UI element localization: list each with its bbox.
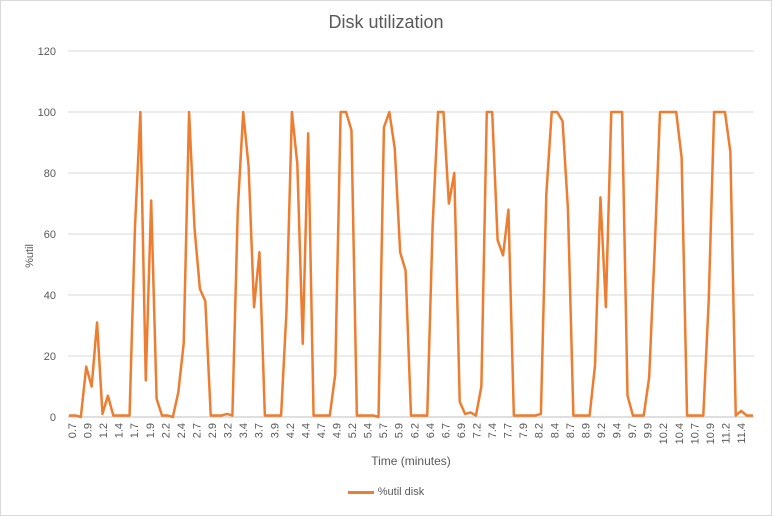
x-tick-label: 10.9 <box>705 423 717 444</box>
x-tick-label: 6.9 <box>456 423 468 438</box>
x-tick-label: 7.7 <box>503 423 515 438</box>
x-tick-label: 5.9 <box>394 423 406 438</box>
y-tick-label: 60 <box>44 229 56 241</box>
x-tick-label: 8.7 <box>565 423 577 438</box>
x-tick-label: 8.9 <box>580 423 592 438</box>
x-tick-label: 3.2 <box>223 423 235 438</box>
y-tick-label: 0 <box>50 412 56 424</box>
series-line <box>68 110 754 419</box>
x-tick-label: 1.2 <box>98 423 110 438</box>
chart-title: Disk utilization <box>328 12 444 32</box>
x-tick-label: 11.4 <box>736 423 748 444</box>
x-tick-label: 9.4 <box>612 423 624 438</box>
x-tick-label: 9.7 <box>627 423 639 438</box>
x-tick-label: 11.2 <box>720 423 732 444</box>
x-tick-label: 5.4 <box>363 423 375 438</box>
x-tick-label: 3.4 <box>238 423 250 438</box>
x-tick-label: 1.9 <box>145 423 157 438</box>
x-tick-label: 3.7 <box>254 423 266 438</box>
x-tick-label: 1.4 <box>114 423 126 438</box>
y-tick-label: 40 <box>44 290 56 302</box>
legend-label: %util disk <box>377 486 425 498</box>
x-tick-label: 7.9 <box>518 423 530 438</box>
x-tick-label: 9.2 <box>596 423 608 438</box>
legend-swatch <box>347 490 374 494</box>
x-tick-label: 1.7 <box>129 423 141 438</box>
y-tick-label: 100 <box>38 107 56 119</box>
x-tick-label: 2.9 <box>207 423 219 438</box>
x-axis-title: Time (minutes) <box>371 454 451 468</box>
x-tick-label: 8.4 <box>549 423 561 438</box>
x-tick-label: 2.7 <box>191 423 203 438</box>
x-tick-label: 3.9 <box>269 423 281 438</box>
x-tick-label: 10.7 <box>689 423 701 444</box>
x-tick-label: 7.4 <box>487 423 499 438</box>
x-tick-label: 5.7 <box>378 423 390 438</box>
x-tick-label: 6.7 <box>440 423 452 438</box>
x-tick-label: 7.2 <box>472 423 484 438</box>
x-tick-label: 8.2 <box>534 423 546 438</box>
y-tick-label: 120 <box>38 46 56 58</box>
x-tick-label: 4.2 <box>285 423 297 438</box>
x-tick-label: 4.9 <box>331 423 343 438</box>
x-tick-label: 4.7 <box>316 423 328 438</box>
x-tick-label: 6.4 <box>425 423 437 438</box>
y-tick-label: 80 <box>44 168 56 180</box>
legend: %util disk <box>0 486 772 498</box>
x-tick-label: 0.9 <box>83 423 95 438</box>
x-tick-label: 9.9 <box>643 423 655 438</box>
x-tick-label: 2.2 <box>160 423 172 438</box>
y-tick-label: 20 <box>44 351 56 363</box>
x-tick-label: 4.4 <box>300 423 312 438</box>
x-tick-label: 6.2 <box>409 423 421 438</box>
x-tick-label: 0.7 <box>67 423 79 438</box>
x-tick-label: 10.2 <box>658 423 670 444</box>
x-tick-label: 5.2 <box>347 423 359 438</box>
x-tick-label: 2.4 <box>176 423 188 438</box>
x-tick-label: 10.4 <box>674 423 686 444</box>
